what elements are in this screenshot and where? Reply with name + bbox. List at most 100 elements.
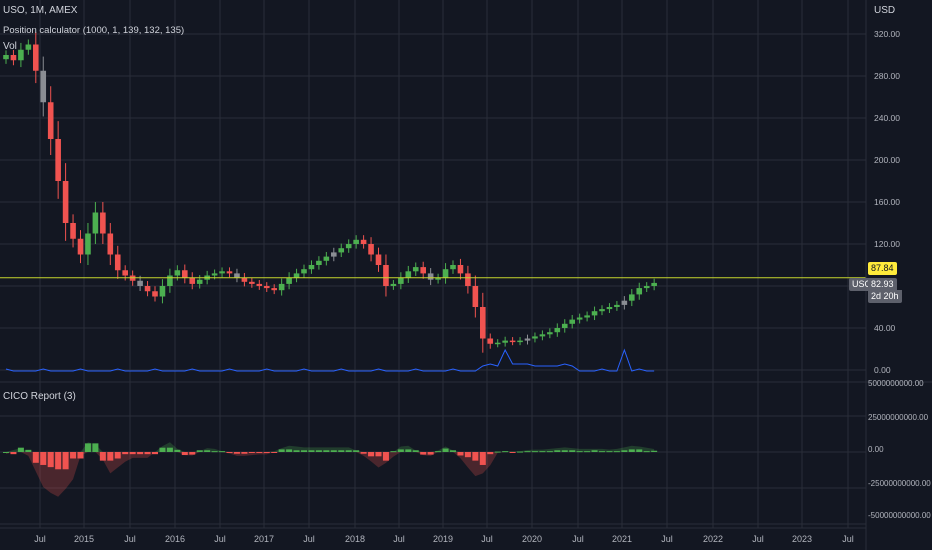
cico-bar bbox=[420, 452, 427, 455]
candle-body bbox=[316, 260, 322, 265]
cico-bar bbox=[308, 450, 315, 452]
time-axis-label: 2023 bbox=[792, 534, 812, 544]
candle-body bbox=[360, 239, 367, 244]
candle-body bbox=[643, 286, 650, 289]
candle-body bbox=[636, 288, 643, 295]
position-calculator-legend[interactable]: Position calculator (1000, 1, 139, 132, … bbox=[3, 25, 185, 36]
price-scale[interactable]: 320.00 280.00 240.00 200.00 160.00 120.00 40.0… bbox=[868, 29, 931, 520]
cico-scale-label: -50000000000.00 bbox=[868, 511, 931, 520]
candle-body bbox=[144, 286, 151, 292]
cico-bar bbox=[472, 452, 479, 461]
cico-bar bbox=[107, 452, 114, 461]
candle-body bbox=[390, 283, 397, 286]
candle-body bbox=[442, 269, 449, 278]
cico-bar bbox=[502, 451, 509, 453]
line-price-tag: 87.84 bbox=[868, 262, 897, 275]
cico-bar bbox=[114, 452, 121, 459]
cico-bar bbox=[323, 450, 330, 452]
cico-bar bbox=[524, 451, 531, 453]
volume-legend[interactable]: Vol bbox=[3, 41, 17, 52]
cico-bar bbox=[84, 443, 91, 452]
time-axis-label: Jul bbox=[34, 534, 46, 544]
cico-bar bbox=[174, 449, 181, 452]
candle-body bbox=[286, 277, 292, 284]
cico-bar bbox=[233, 452, 240, 454]
time-axis-label: Jul bbox=[214, 534, 226, 544]
cico-bar bbox=[196, 450, 203, 452]
cico-bar bbox=[382, 452, 389, 461]
candle-body bbox=[174, 270, 181, 276]
time-axis-label: 2020 bbox=[522, 534, 542, 544]
candle-body bbox=[509, 340, 516, 343]
cico-bar bbox=[554, 450, 561, 452]
time-axis-label: 2016 bbox=[165, 534, 185, 544]
cico-bar bbox=[189, 452, 196, 455]
candle-body bbox=[256, 283, 263, 286]
time-axis-label: Jul bbox=[481, 534, 493, 544]
cico-legend[interactable]: CICO Report (3) bbox=[3, 391, 76, 402]
time-axis-label: Jul bbox=[842, 534, 854, 544]
candle-body bbox=[405, 271, 412, 278]
candle-body bbox=[524, 338, 531, 341]
cico-bar bbox=[509, 452, 516, 453]
cico-bar bbox=[435, 451, 442, 453]
price-scale-label: 200.00 bbox=[874, 155, 900, 165]
cico-bar bbox=[99, 452, 106, 461]
cico-bar bbox=[286, 449, 293, 452]
cico-bar bbox=[226, 452, 233, 453]
candle-body bbox=[457, 265, 464, 274]
cico-bar bbox=[70, 452, 77, 459]
candle-body bbox=[547, 332, 553, 335]
candle-body bbox=[435, 277, 441, 280]
cico-bar bbox=[129, 452, 136, 455]
candle-body bbox=[517, 340, 523, 343]
candle-body bbox=[472, 286, 479, 307]
candle-body bbox=[599, 309, 605, 312]
candle-body bbox=[293, 273, 300, 278]
price-scale-label: 160.00 bbox=[874, 197, 900, 207]
candle-body bbox=[368, 244, 374, 255]
cico-bar bbox=[55, 452, 62, 470]
candle-body bbox=[226, 271, 233, 274]
candle-body bbox=[427, 273, 434, 280]
cico-bar bbox=[204, 450, 211, 452]
cico-bar bbox=[368, 452, 375, 457]
candle-body bbox=[114, 254, 121, 271]
candle-body bbox=[107, 233, 114, 255]
cico-bar bbox=[40, 452, 47, 465]
cico-bar bbox=[32, 452, 39, 463]
cico-bar bbox=[137, 452, 144, 455]
candle-body bbox=[591, 311, 598, 316]
candle-body bbox=[539, 334, 546, 337]
candle-body bbox=[182, 270, 188, 278]
candle-body bbox=[398, 277, 404, 284]
cico-bar bbox=[345, 450, 352, 452]
time-axis-label: 2017 bbox=[254, 534, 274, 544]
candle-body bbox=[450, 265, 456, 270]
cico-bar bbox=[531, 451, 538, 453]
cico-bar bbox=[3, 452, 9, 453]
candle-body bbox=[137, 280, 143, 286]
time-axis-label: Jul bbox=[572, 534, 584, 544]
cico-bar bbox=[248, 452, 255, 453]
countdown-tag: 2d 20h bbox=[868, 290, 902, 303]
symbol-legend[interactable]: USO, 1M, AMEX bbox=[3, 5, 78, 16]
price-scale-label: 120.00 bbox=[874, 239, 900, 249]
candle-body bbox=[25, 44, 32, 50]
cico-bar bbox=[17, 447, 24, 452]
candle-body bbox=[92, 212, 99, 234]
time-axis[interactable]: Jul 2015 Jul 2016 Jul 2017 Jul 2018 Jul 2019 Jul 20… bbox=[34, 534, 854, 544]
cico-bar bbox=[256, 452, 263, 453]
candle-body bbox=[412, 267, 419, 272]
cico-bar bbox=[457, 452, 464, 456]
candle-body bbox=[502, 340, 508, 343]
time-axis-label: Jul bbox=[303, 534, 315, 544]
candle-body bbox=[651, 282, 657, 286]
cico-bar bbox=[25, 449, 32, 452]
candle-body bbox=[375, 254, 382, 265]
candle-body bbox=[167, 275, 173, 286]
candle-body bbox=[77, 238, 84, 255]
candle-body bbox=[122, 270, 128, 276]
cico-bar bbox=[494, 451, 501, 453]
